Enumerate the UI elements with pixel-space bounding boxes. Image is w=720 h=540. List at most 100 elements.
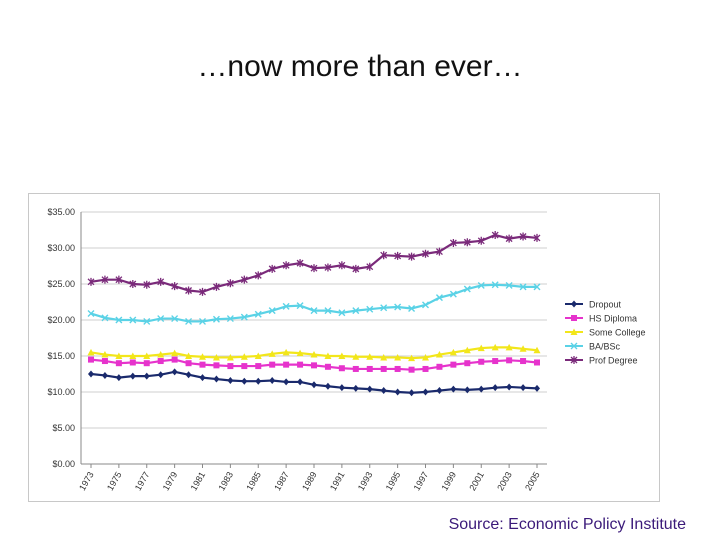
data-point	[185, 360, 192, 367]
data-point	[506, 383, 513, 391]
data-point	[240, 275, 248, 284]
data-point	[324, 307, 332, 315]
data-point	[171, 356, 178, 363]
y-tick-label: $5.00	[52, 423, 75, 433]
x-tick-label: 1991	[328, 470, 347, 492]
data-point	[212, 282, 220, 291]
legend-label: HS Diploma	[589, 314, 637, 324]
x-tick-label: 1999	[439, 470, 458, 492]
data-point	[282, 302, 290, 310]
gridlines	[81, 211, 547, 465]
data-point	[519, 283, 527, 291]
data-point	[143, 372, 150, 380]
data-point	[422, 365, 429, 372]
axes: $0.00 $5.00 $10.00 $15.00 $20.00 $25.00 $30.00…	[47, 207, 547, 492]
y-tick-label: $30.00	[47, 243, 75, 253]
data-point	[143, 360, 150, 367]
data-point	[199, 287, 206, 296]
source-note: Source: Economic Policy Institute	[448, 516, 686, 533]
data-point	[129, 372, 136, 380]
data-point	[408, 389, 415, 397]
data-point	[366, 365, 373, 372]
legend-item: HS Diploma	[565, 314, 637, 324]
data-point	[129, 316, 137, 324]
data-point	[352, 307, 360, 315]
data-point	[436, 387, 443, 395]
data-point	[226, 353, 234, 361]
data-point	[212, 353, 220, 361]
data-point	[88, 356, 94, 363]
data-point	[101, 358, 108, 365]
x-tick-label: 1979	[161, 470, 180, 492]
x-tick-label: 1975	[105, 470, 124, 492]
data-point	[185, 286, 193, 295]
x-tick-label: 1989	[300, 470, 319, 492]
data-point	[463, 238, 471, 247]
x-tick-label: 1987	[272, 470, 291, 492]
data-point	[366, 385, 373, 393]
data-point	[477, 344, 485, 352]
data-point	[571, 315, 577, 321]
chart-container: $0.00 $5.00 $10.00 $15.00 $20.00 $25.00 $30.00…	[28, 193, 660, 502]
series-line	[90, 233, 538, 294]
data-point	[491, 281, 499, 289]
series-prof-degree	[87, 231, 541, 296]
data-point	[87, 277, 95, 286]
legend-label: BA/BSc	[589, 342, 621, 352]
data-point	[269, 376, 276, 384]
data-point	[477, 281, 485, 289]
data-point	[394, 388, 401, 396]
data-point	[422, 249, 429, 258]
data-point	[506, 357, 513, 364]
data-point	[157, 277, 165, 286]
data-point	[570, 342, 578, 350]
data-point	[310, 307, 318, 315]
data-point	[324, 382, 331, 390]
legend-item: BA/BSc	[565, 342, 621, 352]
data-point	[213, 375, 220, 383]
x-tick-label: 1985	[244, 470, 263, 492]
data-point	[533, 233, 541, 242]
data-point	[240, 313, 248, 321]
data-point	[88, 370, 94, 378]
data-point	[268, 307, 276, 315]
data-point	[101, 351, 109, 358]
data-point	[422, 301, 429, 309]
data-point	[254, 352, 262, 359]
x-tick-label: 1993	[356, 470, 375, 492]
data-point	[324, 352, 332, 359]
series-ba-bsc	[87, 281, 541, 325]
data-point	[352, 365, 359, 372]
y-tick-label: $0.00	[52, 459, 75, 469]
data-point	[380, 304, 388, 312]
data-point	[408, 304, 416, 312]
data-point	[464, 360, 471, 367]
data-point	[157, 371, 164, 379]
data-point	[143, 280, 151, 289]
data-point	[380, 353, 388, 361]
data-point	[171, 368, 178, 376]
data-point	[199, 353, 206, 360]
data-point	[199, 374, 206, 382]
data-point	[408, 354, 416, 362]
x-tick-label: 1995	[384, 470, 403, 492]
data-point	[435, 351, 443, 358]
data-point	[143, 317, 151, 325]
data-point	[213, 362, 220, 369]
data-point	[394, 365, 401, 372]
data-point	[101, 371, 108, 379]
data-point	[157, 315, 165, 323]
data-point	[171, 349, 179, 357]
data-point	[282, 348, 290, 356]
data-point	[352, 353, 360, 360]
data-point	[422, 388, 429, 396]
data-point	[185, 317, 193, 325]
data-point	[491, 231, 499, 240]
data-point	[463, 285, 471, 293]
data-point	[505, 281, 513, 289]
data-point	[338, 261, 346, 270]
data-point	[101, 314, 109, 322]
legend-label: Dropout	[589, 300, 622, 310]
data-point	[534, 384, 540, 392]
x-tick-label: 1981	[189, 470, 208, 492]
